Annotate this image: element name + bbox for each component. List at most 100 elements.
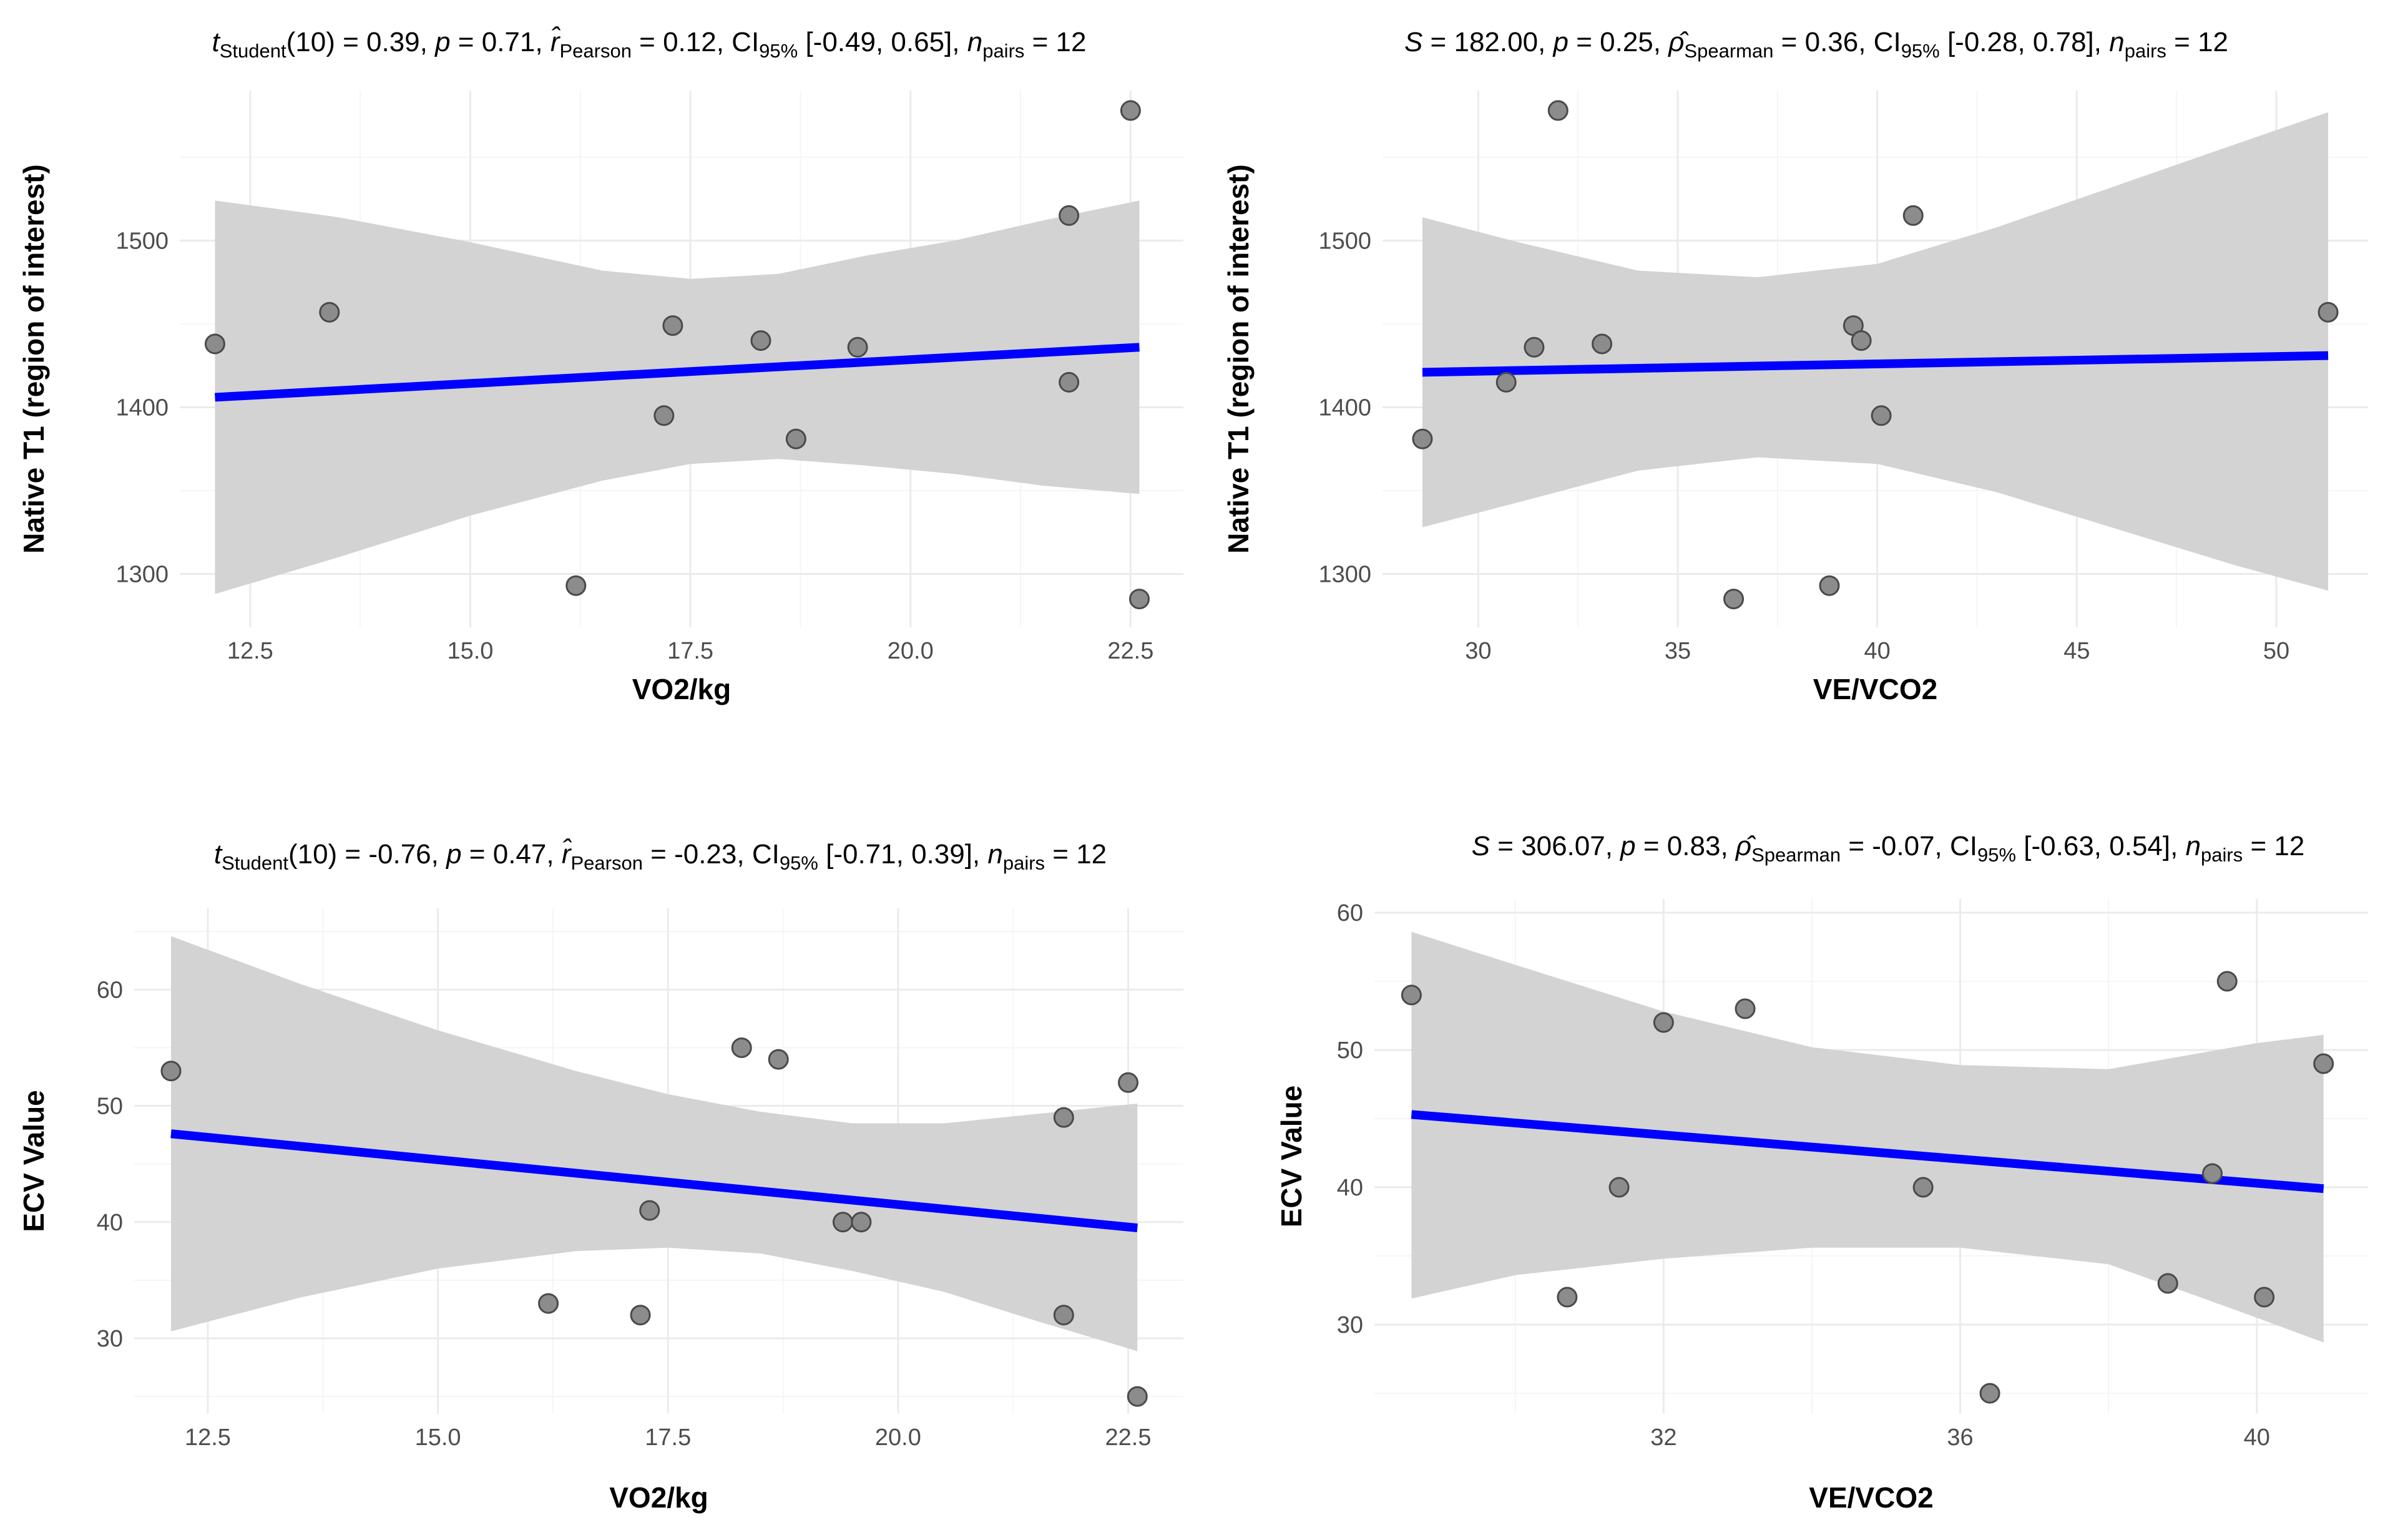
data-point [1819,575,1840,596]
y-tick-label: 40 [1337,1175,1363,1201]
subtitle-segment: = 12 [1024,27,1086,57]
data-point [1979,1383,2000,1404]
data-point [630,1305,651,1326]
data-point [1412,428,1433,449]
subtitle-segment: = 12 [2166,27,2228,57]
subtitle-segment: = 12 [2243,831,2304,861]
subtitle-segment: n [967,27,982,57]
subtitle-subscript: pairs [2125,40,2166,62]
subtitle-segment: p [1552,27,1569,57]
stat-subtitle: tStudent(10) = -0.76, p = 0.47, r̂Pearso… [214,838,1107,874]
confidence-band [170,936,1138,1351]
subtitle-segment: = 0.25, [1569,27,1668,57]
x-axis-title: VE/VCO2 [1813,673,1937,705]
stat-subtitle: S = 182.00, p = 0.25, ρ̂Spearman = 0.36,… [1404,27,2228,62]
y-axis-title: ECV Value [1275,1086,1308,1228]
subtitle-segment: S [1472,831,1490,861]
data-point [1524,336,1545,358]
subtitle-segment: t [212,27,221,57]
subtitle-segment: = 0.71, [451,27,551,57]
data-point [1127,1386,1148,1407]
subtitle-segment: = 306.07, [1490,831,1620,861]
subtitle-subscript: Pearson [570,852,642,874]
data-point [1053,1107,1074,1128]
x-tick-label: 40 [2244,1424,2270,1451]
data-point [1059,205,1080,226]
subtitle-subscript: pairs [982,40,1024,62]
y-tick-label: 1300 [115,562,169,588]
data-point [538,1293,559,1314]
data-point [750,330,771,351]
y-tick-label: 60 [1337,900,1363,926]
subtitle-subscript: Spearman [1684,40,1773,62]
subtitle-segment: = 0.47, [462,839,562,870]
data-point [160,1061,182,1082]
subtitle-segment: t [214,839,223,870]
data-point [851,1212,872,1233]
data-point [1735,998,1756,1019]
y-tick-label: 50 [97,1094,123,1120]
data-points [1401,971,2334,1404]
data-point [2157,1273,2178,1294]
data-point [1592,333,1613,355]
data-point [1608,1177,1630,1198]
subtitle-segment: (10) = 0.39, [286,27,435,57]
data-point [2202,1163,2223,1184]
y-tick-label: 1400 [115,395,169,421]
subtitle-segment: [-0.63, 0.54], [2016,831,2186,861]
subtitle-segment: = 182.00, [1422,27,1553,57]
y-tick-label: 30 [1337,1312,1363,1338]
subtitle-subscript: pairs [2201,844,2243,866]
data-point [785,428,806,449]
y-tick-label: 1500 [115,228,169,254]
data-point [1128,589,1150,610]
regression-line [215,343,1140,402]
y-tick-label: 50 [1337,1037,1363,1064]
data-point [319,302,340,323]
subtitle-segment: p [1619,831,1635,861]
data-point [1912,1177,1934,1198]
regression-line [170,1129,1138,1233]
regression-line [1411,1110,2324,1194]
x-tick-label: 12.5 [185,1424,231,1451]
subtitle-segment: [-0.28, 0.78], [1940,27,2110,57]
x-tick-label: 20.0 [888,638,934,664]
x-tick-label: 17.5 [667,638,713,664]
panel-3: 12.5 15.0 17.5 20.0 22.5 30 40 50 60 VO2/kg ECV Va… [17,838,1183,1514]
data-point [1902,205,1924,226]
subtitle-segment: [-0.49, 0.65], [798,27,967,57]
x-tick-label: 15.0 [447,638,493,664]
stat-subtitle: S = 306.07, p = 0.83, ρ̂Spearman = -0.07… [1472,831,2305,866]
x-axis-title: VO2/kg [609,1481,708,1514]
subtitle-subscript: 95% [1977,844,2016,866]
data-point [1495,371,1517,393]
y-axis-title: ECV Value [17,1090,50,1232]
data-point [1118,1072,1139,1093]
y-tick-label: 1400 [1318,395,1371,421]
x-tick-label: 20.0 [875,1424,921,1451]
y-axis-title: Native T1 (region of interest) [17,164,50,554]
data-point [832,1212,853,1233]
data-point [1723,589,1745,610]
subtitle-segment: p [434,27,450,57]
subtitle-segment: S [1404,27,1422,57]
x-tick-label: 15.0 [415,1424,461,1451]
data-point [2313,1053,2334,1074]
subtitle-subscript: 95% [759,40,798,62]
x-tick-label: 22.5 [1105,1424,1152,1451]
data-point [847,336,868,358]
subtitle-segment: p [445,839,461,870]
data-point [653,405,675,426]
subtitle-segment: = -0.23, CI [643,839,780,870]
data-points [160,1037,1148,1407]
data-point [204,333,225,355]
subtitle-segment: = 0.12, CI [632,27,759,57]
data-point [731,1037,752,1058]
subtitle-segment: r̂ [551,26,561,57]
x-tick-label: 12.5 [227,638,273,664]
panel-1: 12.5 15.0 17.5 20.0 22.5 1300 1400 1500 VO2/kg Na… [17,26,1183,705]
subtitle-segment: = 0.36, CI [1773,27,1901,57]
subtitle-segment: = 12 [1045,839,1107,870]
subtitle-segment: = 0.83, [1636,831,1736,861]
